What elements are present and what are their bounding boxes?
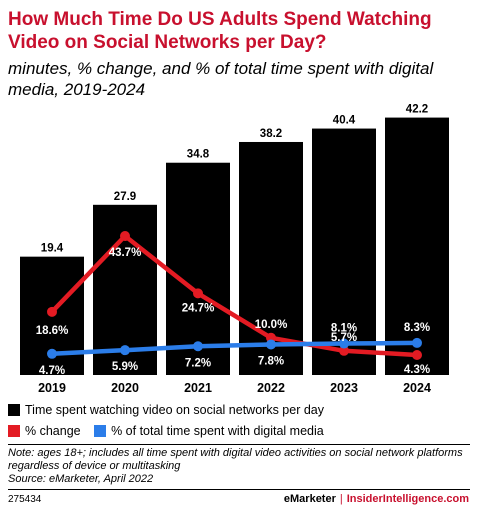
legend-swatch-red <box>8 425 20 437</box>
bar-value-2024: 42.2 <box>406 104 428 116</box>
x-tick-2019: 2019 <box>38 381 66 395</box>
label-share-2020: 5.9% <box>112 361 138 373</box>
point-share-2019 <box>47 348 57 359</box>
x-tick-2024: 2024 <box>403 381 431 395</box>
point-share-2021 <box>193 341 203 352</box>
x-tick-2023: 2023 <box>330 381 358 395</box>
label-share-2019: 4.7% <box>39 365 65 377</box>
legend-swatch-blue <box>94 425 107 437</box>
legend-label-change: % change <box>25 424 81 438</box>
legend-swatch-black <box>8 404 20 416</box>
divider-top <box>8 444 470 445</box>
brand-insider-intelligence: InsiderIntelligence.com <box>346 493 469 505</box>
legend-row-2: % change % of total time spent with digi… <box>8 423 334 441</box>
note-text: Note: ages 18+; includes all time spent … <box>8 447 463 472</box>
label-change-2019: 18.6% <box>36 325 69 337</box>
label-share-2024: 8.3% <box>404 322 430 334</box>
bar-2024 <box>385 117 449 375</box>
legend-row-1: Time spent watching video on social netw… <box>8 402 334 420</box>
legend-label-time-spent: Time spent watching video on social netw… <box>25 403 324 417</box>
bar-value-2022: 38.2 <box>260 128 282 140</box>
divider-bottom <box>8 489 470 490</box>
chart-id: 275434 <box>8 494 42 505</box>
legend-label-share: % of total time spent with digital media <box>111 424 324 438</box>
legend-item-time-spent: Time spent watching video on social netw… <box>8 402 324 418</box>
bar-value-2023: 40.4 <box>333 115 356 127</box>
source-text: Source: eMarketer, April 2022 <box>8 473 154 485</box>
label-share-2021: 7.2% <box>185 357 211 369</box>
bar-2021 <box>166 162 230 375</box>
point-share-2024 <box>412 337 422 348</box>
point-share-2023 <box>339 338 349 349</box>
point-change-2020 <box>120 231 130 241</box>
label-change-2024: 4.3% <box>404 364 430 376</box>
point-share-2020 <box>120 345 130 356</box>
label-share-2023: 8.1% <box>331 323 357 335</box>
bar-2023 <box>312 128 376 375</box>
chart-note: Note: ages 18+; includes all time spent … <box>8 447 470 486</box>
label-share-2022: 7.8% <box>258 355 284 367</box>
bar-value-2020: 27.9 <box>114 191 136 203</box>
footer-brand: eMarketer | InsiderIntelligence.com <box>284 493 469 505</box>
bar-value-2019: 19.4 <box>41 243 64 255</box>
legend-item-change: % change <box>8 423 81 439</box>
label-change-2021: 24.7% <box>182 302 215 314</box>
point-change-2019 <box>47 306 57 317</box>
chart-title: How Much Time Do US Adults Spend Watchin… <box>8 9 432 53</box>
x-tick-2022: 2022 <box>257 381 285 395</box>
brand-separator: | <box>339 493 343 505</box>
bar-value-2021: 34.8 <box>187 149 210 161</box>
x-tick-2021: 2021 <box>184 381 212 395</box>
label-change-2020: 43.7% <box>109 247 142 259</box>
chart-subtitle: minutes, % change, and % of total time s… <box>8 59 434 99</box>
x-tick-2020: 2020 <box>111 381 139 395</box>
label-change-2022: 10.0% <box>255 319 288 331</box>
legend-item-share: % of total time spent with digital media <box>94 423 324 439</box>
label-change-2023: 5.7% <box>331 332 357 344</box>
point-change-2021 <box>193 288 203 299</box>
line-percent-change <box>49 233 420 358</box>
point-share-2022 <box>266 339 276 350</box>
point-change-2024 <box>412 350 422 361</box>
brand-emarketer: eMarketer <box>283 493 336 505</box>
point-change-2023 <box>339 345 349 356</box>
line-percent-of-total <box>49 340 420 357</box>
